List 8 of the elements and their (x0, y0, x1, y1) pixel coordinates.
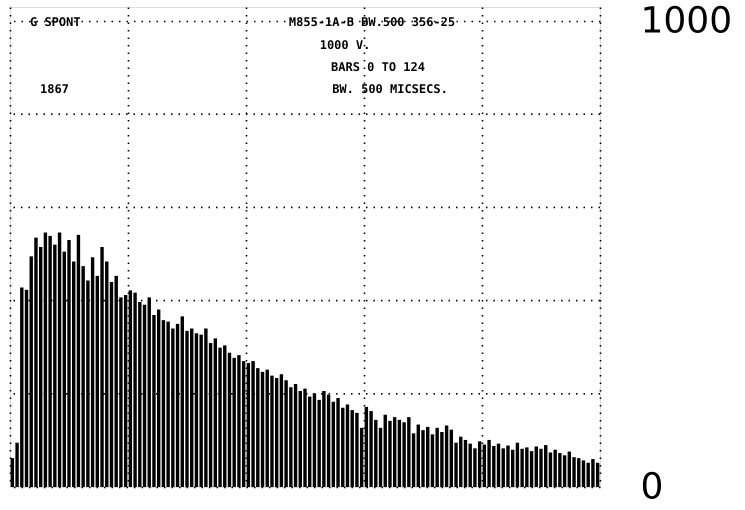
annotation: BW. 500 MICSECS. (332, 82, 448, 96)
y-tick-label: 0 (640, 466, 664, 508)
annotation: 1867 (40, 82, 69, 96)
annotation: 1000 V. (320, 38, 370, 52)
annotation: BARS 0 TO 124 (331, 60, 425, 74)
annotation: G SPONT (30, 15, 81, 29)
y-tick-label: 1000 (640, 0, 732, 42)
annotation: M855-1A-B BW.500 356-25 (288, 15, 456, 29)
